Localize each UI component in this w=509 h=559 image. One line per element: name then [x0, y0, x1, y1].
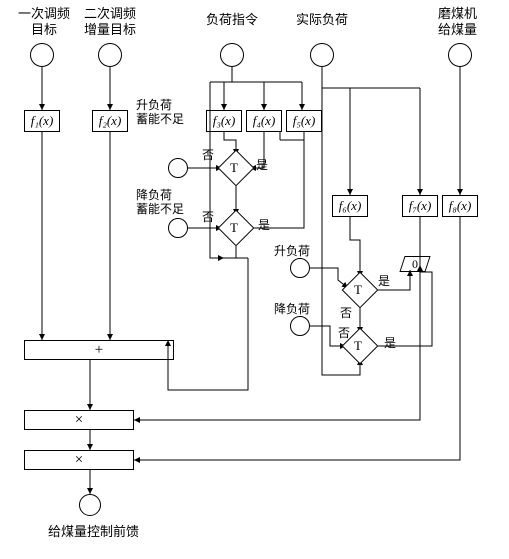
- node-c3: [220, 43, 244, 67]
- no-3: 否: [340, 306, 352, 320]
- label-col4: 实际负荷: [296, 12, 348, 28]
- fbox-f7: f₇(x): [402, 195, 438, 217]
- fbox-f5: f₅(x): [286, 110, 322, 132]
- node-c_up_insuff: [168, 158, 188, 178]
- node-c_up_load: [290, 258, 310, 278]
- decision-d4-label: T: [354, 338, 362, 354]
- fbox-f3: f₃(x): [206, 110, 242, 132]
- label-up-load: 升负荷: [274, 244, 310, 258]
- node-c4: [310, 43, 334, 67]
- yes-4: 是: [384, 336, 396, 350]
- fbox-f2: f₂(x): [92, 110, 128, 132]
- node-c_out: [79, 494, 101, 516]
- node-c_down_insuff: [168, 218, 188, 238]
- yes-2: 是: [258, 218, 270, 232]
- node-c5: [448, 43, 472, 67]
- label-up-insuff: 升负荷蓄能不足: [136, 98, 184, 127]
- label-col3: 负荷指令: [206, 12, 258, 28]
- op-plus: +: [24, 340, 174, 360]
- yes-3: 是: [378, 274, 390, 288]
- decision-d2-label: T: [230, 220, 238, 236]
- fbox-f4: f₄(x): [246, 110, 282, 132]
- no-1: 否: [202, 148, 214, 162]
- op-times2: ×: [24, 450, 134, 470]
- fbox-f6: f₆(x): [332, 195, 368, 217]
- label-down-load: 降负荷: [274, 302, 310, 316]
- node-c_down_load: [290, 316, 310, 336]
- const-zero: 0: [399, 256, 430, 272]
- label-col5: 磨煤机给煤量: [438, 6, 477, 37]
- no-2: 否: [202, 210, 214, 224]
- op-times1: ×: [24, 410, 134, 430]
- node-c2: [98, 43, 122, 67]
- decision-d1-label: T: [230, 160, 238, 176]
- label-col1: 一次调频目标: [18, 6, 70, 37]
- node-c1: [30, 43, 54, 67]
- fbox-f1: f₁(x): [24, 110, 60, 132]
- flow-lines: [0, 0, 509, 559]
- fbox-f8: f₈(x): [442, 195, 478, 217]
- yes-1: 是: [256, 158, 268, 172]
- label-col2: 二次调频增量目标: [84, 6, 136, 37]
- label-down-insuff: 降负荷蓄能不足: [136, 188, 184, 217]
- label-output: 给煤量控制前馈: [48, 524, 139, 540]
- decision-d3-label: T: [354, 282, 362, 298]
